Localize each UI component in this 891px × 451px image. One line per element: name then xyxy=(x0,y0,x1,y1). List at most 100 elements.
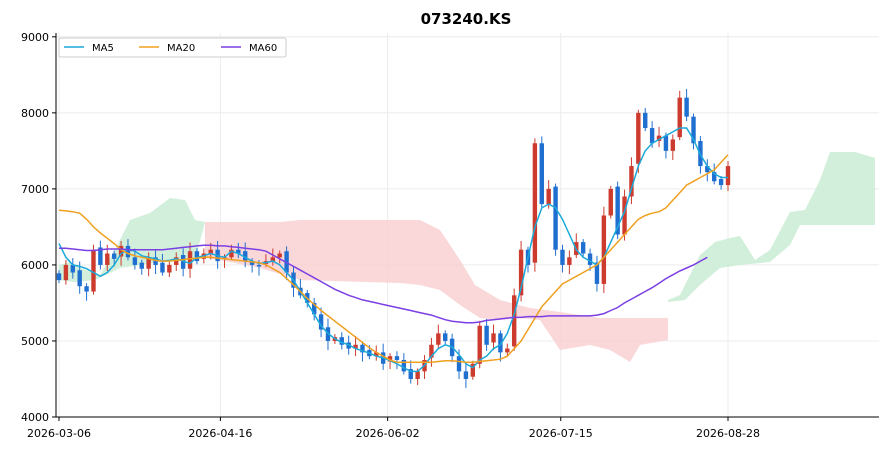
candle-body xyxy=(601,215,607,284)
candle-body xyxy=(249,261,255,265)
legend-label: MA5 xyxy=(92,43,114,54)
candle-body xyxy=(270,257,276,262)
candle-body xyxy=(560,249,565,265)
candle-body xyxy=(656,135,662,141)
candle-body xyxy=(636,112,641,164)
candle-body xyxy=(236,249,241,254)
candle-body xyxy=(139,262,144,269)
cloud-bearish xyxy=(205,220,668,362)
candle-body xyxy=(643,112,648,129)
candle-body xyxy=(684,97,689,117)
candle-body xyxy=(229,249,234,258)
candle-body xyxy=(443,333,448,341)
candle-body xyxy=(277,253,282,258)
legend-box xyxy=(58,37,287,58)
candle-body xyxy=(546,188,551,205)
candle-body xyxy=(353,344,358,349)
candle-body xyxy=(505,348,510,353)
candle-body xyxy=(167,264,172,273)
x-axis-ticks: 2026-03-06 2026-04-16 2026-06-02 2026-07-15… xyxy=(27,417,760,440)
candle-body xyxy=(208,249,213,254)
candle-body xyxy=(63,264,69,281)
legend: MA5 MA20 MA60 xyxy=(58,37,287,58)
candle-body xyxy=(401,359,407,372)
candle-body xyxy=(125,245,131,258)
candle-body xyxy=(360,344,365,353)
candle-body xyxy=(187,251,193,269)
candle-body xyxy=(463,371,469,379)
y-tick-label: 6000 xyxy=(21,259,49,272)
ma60-line xyxy=(59,244,708,324)
ma5-line xyxy=(58,127,728,373)
legend-label: MA20 xyxy=(167,43,195,54)
candle-body xyxy=(677,97,682,138)
candle-body xyxy=(470,363,476,377)
candle-body xyxy=(712,172,717,182)
candle-body xyxy=(649,128,655,144)
candle-body xyxy=(608,188,613,216)
cloud-bullish xyxy=(668,152,875,302)
candle-body xyxy=(498,333,503,353)
candle-body xyxy=(98,247,103,265)
x-tick-label: 2026-07-15 xyxy=(529,427,593,440)
x-tick-label: 2026-04-16 xyxy=(188,427,252,440)
ma20-line xyxy=(58,154,729,364)
candle-body xyxy=(456,356,462,372)
candle-body xyxy=(567,257,572,265)
candle-body xyxy=(436,333,441,345)
candle-body xyxy=(118,245,124,257)
candle-body xyxy=(387,356,393,362)
candle-body xyxy=(105,253,110,265)
candle-body xyxy=(491,333,496,343)
y-tick-label: 7000 xyxy=(21,183,49,196)
candle-body xyxy=(622,196,627,235)
candle-body xyxy=(394,356,400,360)
candle-body xyxy=(429,344,434,358)
candle-body xyxy=(160,262,165,273)
candle-body xyxy=(629,166,634,197)
moving-average-lines xyxy=(58,127,729,373)
y-tick-label: 4000 xyxy=(21,411,49,424)
candle-body xyxy=(725,166,731,186)
candle-body xyxy=(408,369,413,379)
candle-body xyxy=(111,253,117,259)
candle-body xyxy=(587,253,593,265)
candle-body xyxy=(194,251,200,262)
y-tick-label: 9000 xyxy=(21,31,49,44)
chart-title-group: 073240.KS xyxy=(421,10,512,28)
x-tick-label: 2026-03-06 xyxy=(27,427,91,440)
candle-body xyxy=(663,135,669,151)
candle-body xyxy=(580,242,586,254)
candle-body xyxy=(553,186,558,250)
candle-body xyxy=(415,371,420,379)
candle-body xyxy=(539,143,544,205)
candle-body xyxy=(484,325,489,345)
chart-title: 073240.KS xyxy=(421,10,512,28)
candle-body xyxy=(615,186,620,235)
y-axis-ticks: 4000 5000 6000 7000 8000 9000 xyxy=(21,31,56,424)
candle-body xyxy=(84,286,89,292)
candle-body xyxy=(374,352,379,357)
candle-body xyxy=(532,143,538,263)
y-tick-label: 5000 xyxy=(21,335,49,348)
candle-body xyxy=(70,264,75,273)
candle-body xyxy=(132,257,138,265)
candle-body xyxy=(146,257,151,269)
candle-body xyxy=(718,178,724,186)
grid xyxy=(56,33,879,418)
candle-body xyxy=(339,337,344,345)
legend-label: MA60 xyxy=(249,43,277,54)
candle-body xyxy=(311,302,317,315)
x-tick-label: 2026-06-02 xyxy=(356,427,420,440)
candle-body xyxy=(511,295,517,347)
axes xyxy=(55,33,879,418)
candle-body xyxy=(56,273,62,281)
x-tick-label: 2026-08-28 xyxy=(696,427,760,440)
y-tick-label: 8000 xyxy=(21,107,49,120)
candle-body xyxy=(518,249,524,296)
candle-body xyxy=(243,251,248,262)
candle-body xyxy=(594,262,600,284)
candle-body xyxy=(318,314,324,330)
candle-body xyxy=(91,249,96,292)
